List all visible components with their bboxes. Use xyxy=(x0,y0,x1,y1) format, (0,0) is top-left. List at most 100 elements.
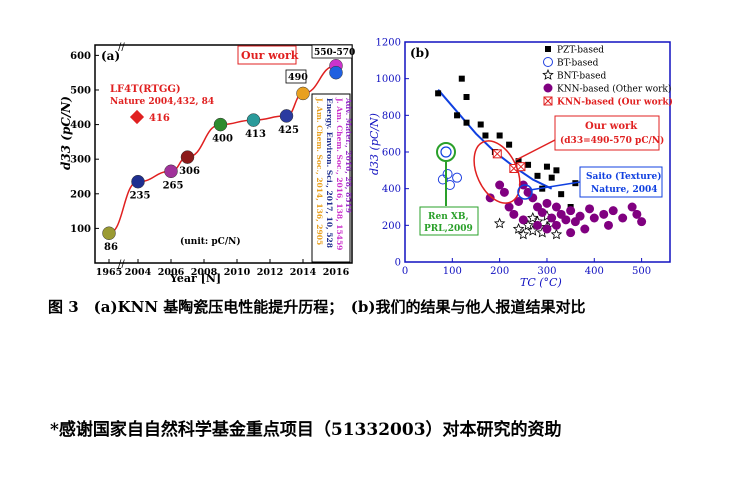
b-ytick-label: 400 xyxy=(382,184,401,195)
b-knn-other-point xyxy=(580,224,590,234)
references-box xyxy=(311,93,351,263)
our-work-label: Our work xyxy=(241,49,299,62)
a-xtick-label: 2012 xyxy=(257,267,283,278)
a-xtick-label: 2008 xyxy=(191,267,218,278)
saito-ref: Nature, 2004 xyxy=(591,185,658,195)
b-ytick-label: 1000 xyxy=(376,74,401,85)
b-pzt-point xyxy=(454,112,461,119)
a-data-point xyxy=(164,164,178,179)
our-work-callout xyxy=(554,115,660,151)
a-point-label: 265 xyxy=(163,180,184,191)
b-knn-other-point xyxy=(537,208,547,217)
b-knn-other-point xyxy=(504,202,514,212)
a-data-point xyxy=(279,109,294,123)
a-point-label: 490 xyxy=(288,72,308,83)
b-knn-other-point xyxy=(542,198,552,208)
b-pzt-point xyxy=(506,141,513,148)
a-data-point xyxy=(246,113,261,127)
a-data-point xyxy=(180,150,195,164)
saito-arrow xyxy=(529,181,581,191)
lf4t-value: 416 xyxy=(149,113,170,124)
a-ytick-label: 500 xyxy=(70,85,91,96)
b-knn-other-point xyxy=(603,220,613,230)
b-knn-other-point xyxy=(495,180,505,190)
b-bt-point xyxy=(442,169,453,179)
a-point-label: 413 xyxy=(245,129,266,140)
b-pzt-point xyxy=(534,172,541,179)
b-pzt-point xyxy=(525,161,532,168)
b-knn-other-point xyxy=(514,197,524,206)
b-knn-other-point xyxy=(499,187,509,197)
panel-a-label: (a) xyxy=(101,49,120,63)
b-ytick-label: 200 xyxy=(382,221,401,232)
a-xtick-label: 2006 xyxy=(158,267,185,278)
b-bt-point xyxy=(452,172,463,183)
b-pzt-point xyxy=(463,119,470,126)
b-knn-other-point xyxy=(566,228,576,238)
our-work-arrow xyxy=(515,139,556,161)
b-knn-other-point xyxy=(533,220,542,230)
b-knn-other-point xyxy=(561,215,571,225)
ren-callout xyxy=(419,206,479,236)
b-xtick-label: 0 xyxy=(402,266,408,277)
legend-label: KNN-based (Other work) xyxy=(557,84,671,95)
b-knn-other-point xyxy=(485,193,495,203)
a-point-label: 425 xyxy=(278,125,299,136)
our-work-ellipse xyxy=(473,140,521,204)
a-reference: Energy. Environ. Sci., 2017, 10, 528 xyxy=(325,98,334,248)
b-pzt-point xyxy=(515,158,522,165)
b-xtick-label: 400 xyxy=(585,266,604,277)
b-knn-other-point xyxy=(632,209,642,219)
legend-label: PZT-based xyxy=(557,46,604,56)
a-label-box-550-570 xyxy=(311,44,353,59)
a-axis-break-bottom: // xyxy=(118,259,125,270)
legend-label: BNT-based xyxy=(557,72,606,82)
a-xtick-label: 1965 xyxy=(96,267,122,278)
legend-marker xyxy=(542,68,554,80)
b-pzt-point xyxy=(553,167,560,174)
legend-marker xyxy=(543,57,553,67)
b-knn-other-point xyxy=(627,202,637,212)
a-ytick-label: 600 xyxy=(70,51,91,62)
legend-marker xyxy=(543,83,553,93)
a-point-label: 306 xyxy=(179,166,200,177)
a-axis-break-top: // xyxy=(118,42,125,53)
b-ytick-label: 0 xyxy=(395,258,401,269)
our-work-annotation: Our work xyxy=(585,121,638,132)
b-knn-other-point xyxy=(585,204,595,214)
b-pzt-point xyxy=(548,174,555,181)
b-ytick-label: 800 xyxy=(382,111,401,122)
a-label-box-490 xyxy=(285,69,307,84)
saito-annotation: Saito (Texture) xyxy=(586,171,662,182)
b-xtick-label: 100 xyxy=(443,266,462,277)
panel-a-chart: (a) 100 200 300 400 500 600 1965 2004 2006 2008 2… xyxy=(59,42,355,285)
a-xtick-label: 2010 xyxy=(224,267,251,278)
our-work-box xyxy=(237,45,297,65)
a-reference: Adv. Mater., 2016, 28, 8519 xyxy=(344,97,353,213)
b-knn-other-point xyxy=(575,211,585,221)
a-reference: J. Am. Chem. Soc., 2014, 136, 2905 xyxy=(315,97,324,245)
figure-caption: 图 3 (a)KNN 基陶瓷压电性能提升历程； (b)我们的结果与他人报道结果对… xyxy=(48,298,586,316)
b-ytick-label: 1200 xyxy=(376,38,401,49)
unit-note: (unit: pC/N) xyxy=(180,236,241,247)
b-knn-other-point xyxy=(551,202,561,212)
b-knn-other-point xyxy=(637,217,647,227)
b-knn-other-point xyxy=(547,213,557,223)
b-bnt-point xyxy=(512,222,525,234)
a-point-label: 550-570 xyxy=(314,48,355,58)
panel-a-xlabel: Year [N] xyxy=(169,272,221,285)
a-data-point xyxy=(213,117,228,132)
b-knn-other-point xyxy=(618,213,628,223)
a-ytick-label: 400 xyxy=(70,120,91,131)
b-knn-other-point xyxy=(566,206,576,216)
saito-point xyxy=(517,184,533,200)
b-pzt-point xyxy=(463,94,470,100)
b-knn-other-point xyxy=(599,209,609,219)
ren-ref: PRL,2009 xyxy=(424,224,473,234)
b-xtick-label: 200 xyxy=(490,266,509,277)
a-ytick-label: 100 xyxy=(70,224,91,235)
b-knn-other-point xyxy=(551,220,561,230)
a-xtick-label: 2016 xyxy=(323,267,350,278)
b-pzt-point xyxy=(496,132,503,139)
